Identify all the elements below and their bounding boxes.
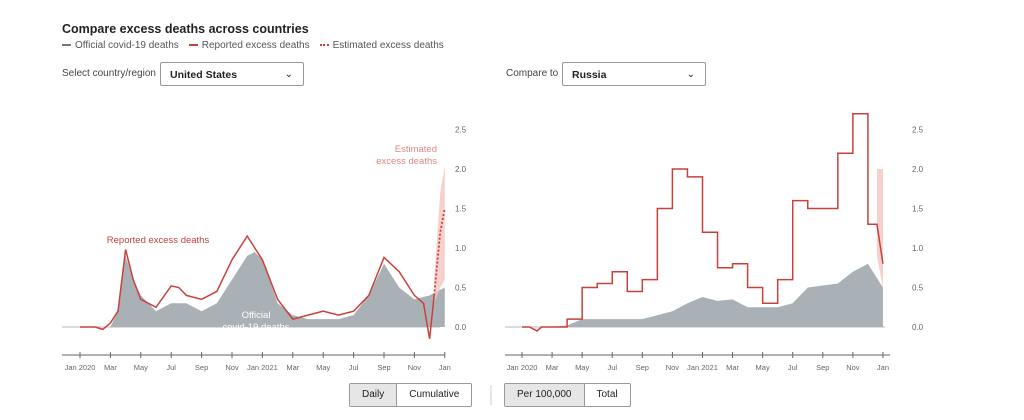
- daily-cumulative-toggle: Daily Cumulative: [349, 383, 473, 407]
- x-tick-label: Jan 2021: [247, 363, 278, 372]
- x-tick-label: Sep: [195, 363, 208, 372]
- x-tick-label: Nov: [666, 363, 680, 372]
- cumulative-button[interactable]: Cumulative: [409, 389, 460, 400]
- x-tick-label: Jan 2021: [687, 363, 718, 372]
- chart-title: Compare excess deaths across countries: [62, 22, 309, 36]
- official-deaths-area: [80, 251, 445, 327]
- x-tick-label: Jan: [439, 363, 451, 372]
- y-tick-label: 1.5: [912, 205, 924, 214]
- country-select-label: Select country/region: [62, 68, 156, 79]
- y-tick-label: 1.0: [912, 244, 924, 253]
- estimated-excess-line: [433, 208, 446, 296]
- y-tick-label: 0.5: [455, 284, 467, 293]
- annotation-estimated: excess deaths: [376, 156, 437, 167]
- x-tick-label: May: [575, 363, 589, 372]
- x-tick-label: Jan: [877, 363, 889, 372]
- x-tick-label: Sep: [377, 363, 390, 372]
- y-tick-label: 2.5: [455, 126, 467, 135]
- x-tick-label: Nov: [408, 363, 422, 372]
- y-tick-label: 1.0: [455, 244, 467, 253]
- reported-excess-line: [522, 112, 884, 332]
- y-tick-label: 2.5: [912, 126, 924, 135]
- chevron-down-icon: ⌄: [686, 69, 695, 80]
- legend-official: Official covid-19 deaths: [62, 40, 179, 51]
- x-tick-label: Jul: [349, 363, 359, 372]
- daily-button[interactable]: Daily: [350, 384, 398, 406]
- y-tick-label: 0.5: [912, 284, 924, 293]
- x-tick-label: May: [316, 363, 330, 372]
- y-tick-label: 1.5: [455, 205, 467, 214]
- x-tick-label: May: [134, 363, 148, 372]
- x-tick-label: Jul: [607, 363, 617, 372]
- y-tick-label: 0.0: [912, 323, 924, 332]
- legend-estimated: Estimated excess deaths: [319, 40, 444, 51]
- x-tick-label: Mar: [104, 363, 117, 372]
- per-total-toggle: Per 100,000 Total: [504, 383, 631, 407]
- x-tick-label: Mar: [546, 363, 559, 372]
- y-tick-label: 2.0: [455, 165, 467, 174]
- x-tick-label: Jan 2020: [65, 363, 96, 372]
- legend-reported: Reported excess deaths: [188, 40, 310, 51]
- x-tick-label: Jan 2020: [507, 363, 538, 372]
- x-tick-label: Jul: [788, 363, 798, 372]
- x-tick-label: Jul: [166, 363, 176, 372]
- compare-select[interactable]: Russia ⌄: [562, 62, 706, 86]
- x-tick-label: Sep: [636, 363, 649, 372]
- annotation-official: covid-19 deaths: [222, 322, 289, 333]
- annotation-estimated: Estimated: [395, 144, 437, 155]
- y-tick-label: 0.0: [455, 323, 467, 332]
- x-tick-label: Nov: [225, 363, 239, 372]
- country-select[interactable]: United States ⌄: [160, 62, 304, 86]
- x-tick-label: Mar: [286, 363, 299, 372]
- reported-excess-line: [80, 234, 435, 339]
- official-deaths-area: [522, 263, 883, 327]
- compare-select-label: Compare to: [506, 68, 559, 79]
- x-tick-label: May: [756, 363, 770, 372]
- chevron-down-icon: ⌄: [284, 69, 293, 80]
- x-tick-label: Mar: [726, 363, 739, 372]
- per-100000-button[interactable]: Per 100,000: [505, 384, 585, 406]
- annotation-official: Official: [242, 310, 271, 321]
- x-tick-label: Nov: [846, 363, 860, 372]
- x-tick-label: Sep: [816, 363, 829, 372]
- total-button[interactable]: Total: [596, 389, 618, 400]
- y-tick-label: 2.0: [912, 165, 924, 174]
- legend: Official covid-19 deaths Reported excess…: [62, 40, 444, 51]
- annotation-reported: Reported excess deaths: [107, 235, 210, 246]
